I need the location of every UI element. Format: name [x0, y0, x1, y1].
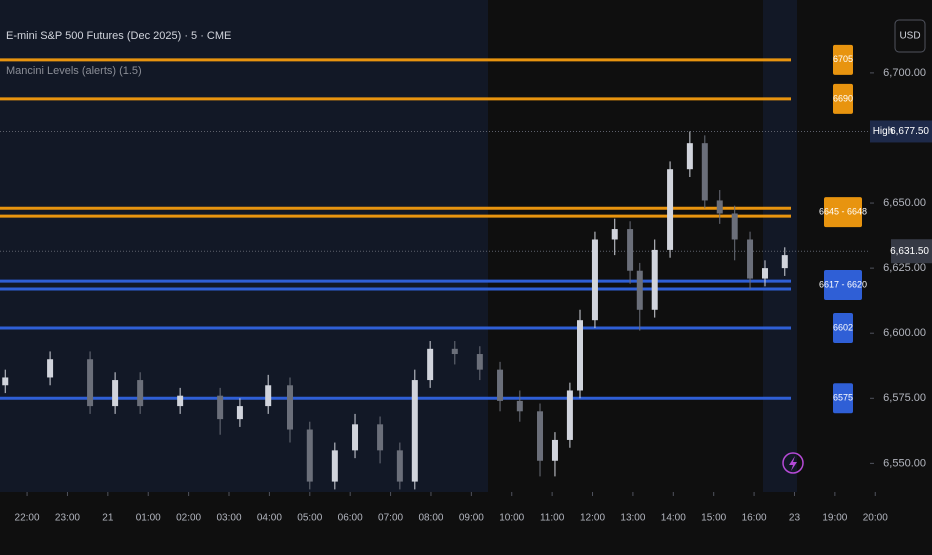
level-label-box	[833, 383, 853, 414]
candle-body	[781, 255, 788, 269]
candle-body	[137, 380, 144, 407]
candle-body	[497, 369, 504, 401]
candle-body	[761, 268, 768, 279]
candle-body	[686, 143, 693, 170]
candle-body	[87, 359, 94, 407]
x-tick-label: 22:00	[15, 513, 40, 524]
candle-body	[747, 239, 754, 279]
x-tick-label: 05:00	[297, 513, 322, 524]
candle-body	[112, 380, 119, 407]
candle-body	[396, 450, 403, 482]
chart-title: E-mini S&P 500 Futures (Dec 2025) · 5 · …	[6, 30, 231, 42]
high-tag-box	[870, 120, 896, 143]
y-tick-label: 6,650.00	[883, 197, 926, 209]
level-label-box	[833, 313, 853, 343]
candle-body	[566, 390, 573, 440]
level-label-box	[833, 44, 853, 75]
candle-body	[377, 424, 384, 451]
y-tick-label: 6,700.00	[883, 67, 926, 79]
x-tick-label: 14:00	[661, 513, 686, 524]
x-tick-label: 01:00	[136, 513, 161, 524]
candle-body	[287, 385, 293, 430]
x-tick-label: 20:00	[863, 513, 888, 524]
x-tick-label: 11:00	[540, 513, 565, 524]
alert-icon[interactable]	[782, 452, 804, 474]
candle-body	[47, 359, 54, 378]
alert-bolt	[789, 456, 797, 471]
candle-body	[2, 377, 9, 386]
candle-body	[217, 395, 224, 420]
x-tick-label: 19:00	[822, 513, 847, 524]
candle-body	[551, 439, 558, 461]
level-label: 6705	[833, 54, 853, 64]
y-tick-label: 6,600.00	[883, 327, 926, 339]
x-tick-label: 02:00	[176, 513, 201, 524]
level-label-box	[824, 197, 862, 228]
x-tick-label: 03:00	[216, 513, 241, 524]
candle-body	[306, 429, 313, 482]
candle-body	[627, 229, 634, 271]
indicator-name: Mancini Levels (alerts) (1.5)	[6, 65, 142, 77]
x-tick-label: 10:00	[499, 513, 524, 524]
currency-label[interactable]: USD	[899, 31, 920, 42]
x-tick-label: 16:00	[742, 513, 767, 524]
candle-body	[265, 385, 272, 407]
candle-body	[611, 229, 618, 240]
candle-body	[591, 239, 598, 321]
high-tag-name: High	[873, 126, 894, 137]
level-label-box	[833, 83, 853, 114]
y-tick-label: 6,550.00	[883, 457, 926, 469]
plot: 6,550.00 6,575.00 6,600.00 6,625.00 6,650.00…	[0, 44, 932, 524]
candle-body	[537, 411, 544, 461]
x-tick-label: 21	[102, 513, 114, 524]
high-tag-value-box	[896, 120, 932, 143]
candle-body	[177, 395, 184, 407]
x-tick-label: 07:00	[378, 513, 403, 524]
candle-body	[731, 213, 738, 240]
candle-body	[331, 450, 338, 482]
session-shade	[763, 0, 797, 492]
candle-body	[577, 320, 583, 391]
level-label-box	[824, 270, 862, 301]
y-tick-label: 6,625.00	[883, 262, 926, 274]
candle-body	[716, 200, 723, 214]
last-price-box	[891, 239, 932, 264]
high-tag-value: 6,677.50	[890, 126, 929, 137]
candle-body	[411, 380, 418, 482]
candle-body	[476, 354, 483, 370]
candle-body	[636, 270, 643, 310]
y-tick-label: 6,575.00	[883, 392, 926, 404]
x-tick-label: 23	[789, 513, 801, 524]
level-label: 6575	[833, 393, 853, 403]
level-label: 6690	[833, 93, 853, 103]
level-label: 6617 - 6620	[819, 279, 867, 289]
last-price-label: 6,631.50	[890, 246, 929, 257]
candle-body	[667, 169, 674, 250]
session-shade	[0, 0, 488, 492]
x-tick-label: 12:00	[580, 513, 605, 524]
x-tick-label: 15:00	[701, 513, 726, 524]
level-label: 6645 - 6648	[819, 207, 867, 217]
x-tick-label: 09:00	[459, 513, 484, 524]
candle-body	[427, 348, 434, 381]
candle-body	[516, 400, 523, 412]
candle-body	[352, 424, 359, 451]
candle-body	[701, 143, 708, 201]
x-tick-label: 04:00	[257, 513, 282, 524]
x-tick-label: 13:00	[620, 513, 645, 524]
x-tick-label: 23:00	[55, 513, 80, 524]
candle-body	[451, 348, 458, 355]
x-tick-label: 06:00	[338, 513, 363, 524]
candle-body	[236, 406, 243, 420]
level-label: 6602	[833, 322, 853, 332]
currency-button[interactable]	[894, 19, 926, 53]
candle-body	[651, 249, 658, 310]
x-tick-label: 08:00	[418, 513, 443, 524]
